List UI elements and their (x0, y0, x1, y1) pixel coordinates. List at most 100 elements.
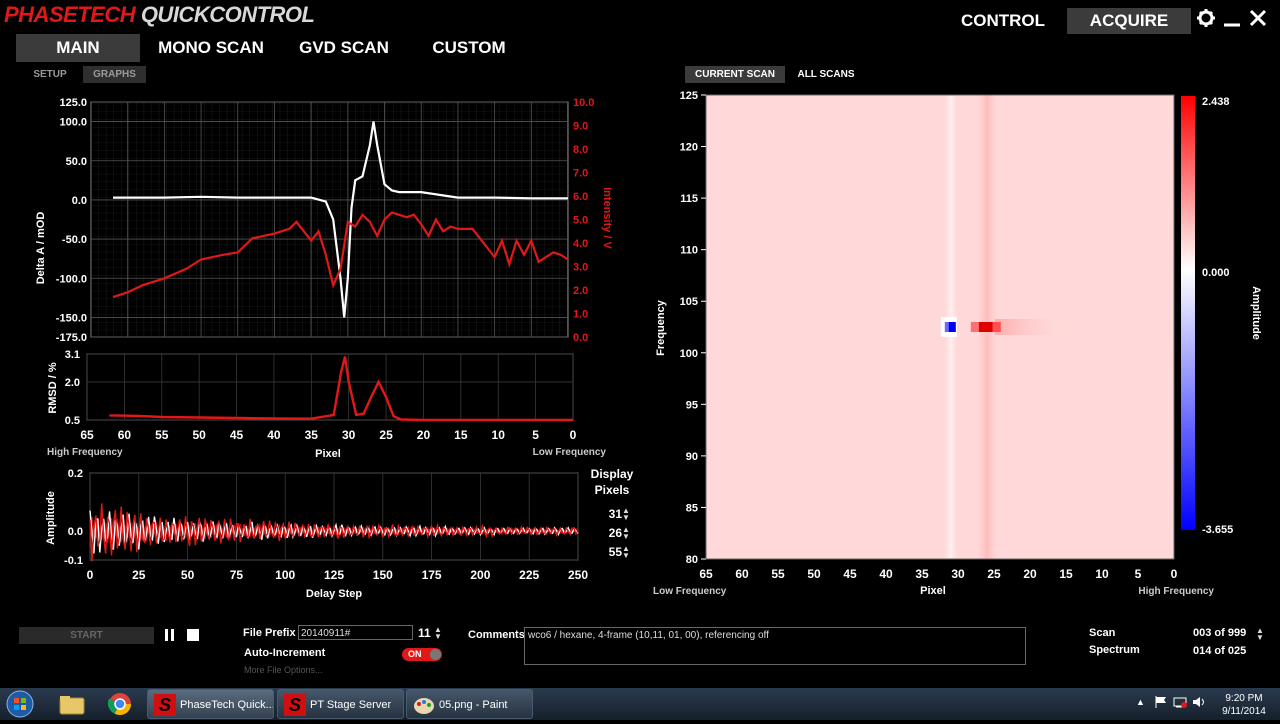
x-tick-label: 55 (771, 567, 785, 581)
y-tick-label: 0.0 (72, 195, 87, 207)
x-tick-label: 55 (155, 428, 169, 442)
rmsd-plot-xlabel: Pixel (315, 448, 341, 460)
display-pixels-label-line2: Pixels (594, 483, 630, 497)
rmsd-xlabel-high-frequency: High Frequency (47, 447, 123, 458)
chrome-icon[interactable] (100, 690, 140, 718)
auto-increment-state: ON (408, 649, 422, 659)
y-tick-label: 120 (680, 142, 698, 154)
taskbar-item-paint[interactable]: 05.png - Paint (406, 689, 533, 719)
y2-tick-label: 4.0 (573, 238, 588, 250)
stepper-arrows-icon[interactable]: ▲ ▼ (622, 505, 630, 522)
explorer-icon[interactable] (52, 690, 92, 718)
minimize-icon[interactable] (1222, 8, 1242, 28)
taskbar-item-phasetech[interactable]: S PhaseTech Quick... (147, 689, 274, 719)
tab-all-scans[interactable]: ALL SCANS (797, 69, 855, 80)
tab-current-scan[interactable]: CURRENT SCAN (685, 66, 785, 83)
y-tick-label: 0.0 (68, 526, 83, 538)
tab-gvd-scan[interactable]: GVD SCAN (299, 38, 389, 57)
rmsd-plot-ylabel: RMSD / % (47, 362, 59, 414)
show-hidden-icons-icon[interactable]: ▲ (1136, 697, 1145, 707)
x-tick-label: 15 (1059, 567, 1073, 581)
subtab-setup[interactable]: SETUP (33, 69, 67, 80)
x-tick-label: 25 (132, 568, 146, 582)
amplitude-plot-ylabel: Amplitude (45, 491, 57, 545)
heatmap-xlabel: Pixel (920, 585, 946, 597)
y-tick-label: -150.0 (56, 312, 87, 324)
colorbar-max: 2.438 (1202, 96, 1230, 108)
taskbar-item-label: PhaseTech Quick... (180, 699, 274, 711)
tab-main[interactable]: MAIN (16, 34, 140, 62)
display-pixels-label: Display Pixels (587, 466, 637, 498)
tab-custom[interactable]: CUSTOM (432, 38, 506, 57)
y-tick-label: 95 (686, 399, 698, 411)
start-orb-icon[interactable] (4, 689, 36, 719)
app-logo: PHASETECH QUICKCONTROL (4, 2, 315, 28)
heatmap-xlabel-high-frequency: High Frequency (1138, 586, 1214, 597)
y2-tick-label: 3.0 (573, 262, 588, 274)
phasetech-app-icon: S (154, 694, 176, 717)
network-icon[interactable] (1173, 695, 1187, 709)
x-tick-label: 125 (324, 568, 344, 582)
x-tick-label: 25 (379, 428, 393, 442)
rmsd-xlabel-low-frequency: Low Frequency (533, 447, 607, 458)
display-pixel-stepper[interactable]: 26 ▲ ▼ (600, 523, 636, 542)
nav-control[interactable]: CONTROL (960, 11, 1046, 30)
x-tick-label: 20 (1023, 567, 1037, 581)
stepper-arrows-icon[interactable]: ▲ ▼ (622, 543, 630, 560)
y-tick-label: 125 (680, 90, 698, 102)
taskbar-item-pt-stage-server[interactable]: S PT Stage Server (277, 689, 404, 719)
x-tick-label: 225 (519, 568, 539, 582)
intensity-series (112, 211, 569, 299)
x-tick-label: 25 (987, 567, 1001, 581)
file-prefix-input[interactable]: 20140911# (298, 625, 413, 640)
gear-icon[interactable] (1196, 7, 1216, 29)
x-tick-label: 0 (87, 568, 94, 582)
scan-value: 003 of 999 (1193, 627, 1247, 639)
pause-icon[interactable] (164, 628, 176, 642)
stepper-arrows-icon[interactable]: ▲ ▼ (622, 524, 630, 541)
delta-a-series (113, 121, 568, 318)
x-tick-label: 60 (118, 428, 132, 442)
volume-icon[interactable] (1192, 695, 1208, 709)
display-pixel-stepper[interactable]: 55 ▲ ▼ (600, 542, 636, 561)
y-tick-label: 3.1 (65, 349, 80, 361)
clock-date: 9/11/2014 (1222, 706, 1266, 717)
x-tick-label: 15 (454, 428, 468, 442)
comments-field[interactable]: wco6 / hexane, 4-frame (10,11, 01, 00), … (524, 627, 1026, 665)
x-tick-label: 75 (230, 568, 244, 582)
x-tick-label: 10 (1095, 567, 1109, 581)
main-plot-y2label: Intensity / V (601, 187, 613, 249)
y-tick-label: 105 (680, 296, 698, 308)
display-pixel-value: 31 (608, 506, 622, 521)
y2-tick-label: 0.0 (573, 332, 588, 344)
heatmap-background (706, 95, 1174, 559)
x-tick-label: 0 (570, 428, 577, 442)
x-tick-label: 45 (230, 428, 244, 442)
auto-increment-toggle[interactable]: ON (402, 648, 442, 661)
subtab-graphs[interactable]: GRAPHS (83, 66, 146, 83)
nav-acquire[interactable]: ACQUIRE (1067, 8, 1191, 34)
comments-label: Comments (468, 629, 525, 641)
taskbar-clock[interactable]: 9:20 PM 9/11/2014 (1214, 692, 1274, 718)
stop-icon[interactable] (186, 628, 200, 642)
logo-part1: PHASETECH (4, 2, 136, 27)
display-pixels-list: 31 ▲ ▼ 26 ▲ ▼ 55 ▲ ▼ (600, 504, 636, 561)
display-pixel-value: 26 (608, 525, 622, 540)
left-charts: 125.0100.050.00.0-50.0-100.0-150.0-175.0… (35, 97, 613, 600)
close-icon[interactable] (1248, 8, 1268, 28)
more-file-options-link[interactable]: More File Options... (244, 665, 323, 675)
tab-mono-scan[interactable]: MONO SCAN (158, 38, 264, 57)
display-pixel-stepper[interactable]: 31 ▲ ▼ (600, 504, 636, 523)
y-tick-label: 125.0 (59, 97, 87, 109)
scan-label: Scan (1089, 627, 1116, 639)
start-button[interactable]: START (19, 627, 154, 644)
x-tick-label: 150 (373, 568, 393, 582)
heatmap-neg-peak (948, 322, 956, 332)
x-tick-label: 50 (807, 567, 821, 581)
x-tick-label: 45 (843, 567, 857, 581)
scan-stepper-icon[interactable]: ▲ ▼ (1256, 626, 1264, 642)
flag-icon[interactable] (1154, 695, 1168, 709)
file-index-stepper-icon[interactable]: ▲ ▼ (434, 625, 442, 641)
y-tick-label: 100 (680, 348, 698, 360)
